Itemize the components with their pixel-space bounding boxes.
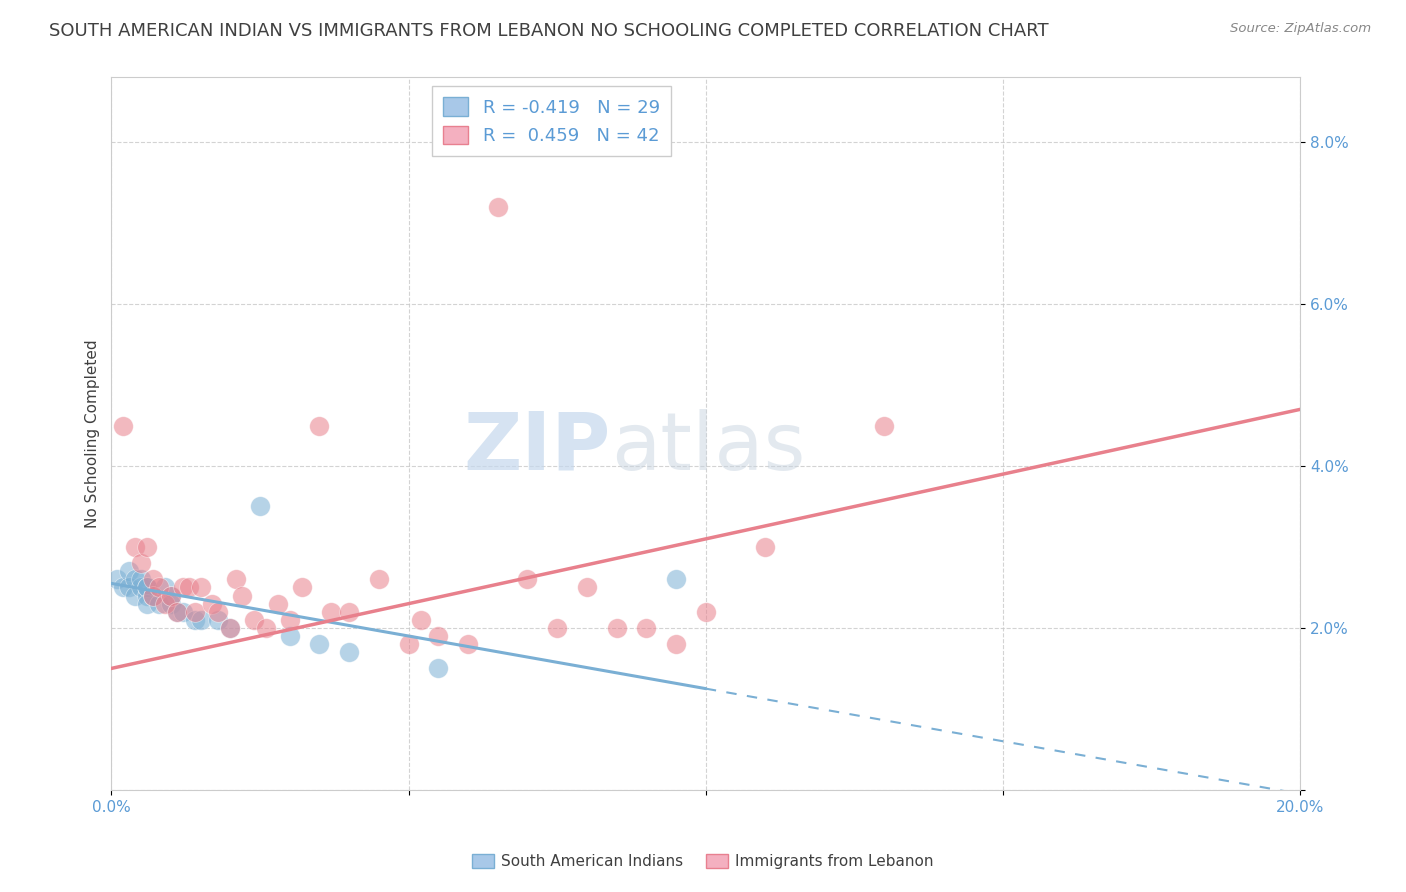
- Point: [873, 418, 896, 433]
- Point: [231, 589, 253, 603]
- Point: [486, 200, 509, 214]
- Point: [665, 637, 688, 651]
- Point: [183, 605, 205, 619]
- Point: [148, 597, 170, 611]
- Point: [457, 637, 479, 651]
- Point: [112, 418, 135, 433]
- Point: [308, 637, 330, 651]
- Text: ZIP: ZIP: [464, 409, 610, 487]
- Point: [136, 540, 159, 554]
- Point: [207, 613, 229, 627]
- Point: [321, 605, 343, 619]
- Point: [136, 589, 159, 603]
- Point: [278, 613, 301, 627]
- Point: [243, 613, 266, 627]
- Point: [105, 573, 128, 587]
- Point: [142, 589, 165, 603]
- Point: [409, 613, 432, 627]
- Point: [219, 621, 242, 635]
- Point: [118, 564, 141, 578]
- Point: [695, 605, 717, 619]
- Point: [124, 540, 146, 554]
- Point: [754, 540, 776, 554]
- Point: [207, 605, 229, 619]
- Point: [136, 581, 159, 595]
- Point: [278, 629, 301, 643]
- Point: [118, 581, 141, 595]
- Point: [160, 589, 183, 603]
- Point: [427, 629, 450, 643]
- Point: [665, 573, 688, 587]
- Point: [177, 581, 200, 595]
- Point: [516, 573, 538, 587]
- Point: [190, 581, 212, 595]
- Point: [112, 581, 135, 595]
- Point: [172, 605, 194, 619]
- Point: [636, 621, 658, 635]
- Point: [148, 581, 170, 595]
- Point: [129, 556, 152, 570]
- Point: [190, 613, 212, 627]
- Point: [160, 597, 183, 611]
- Point: [308, 418, 330, 433]
- Point: [160, 589, 183, 603]
- Point: [129, 581, 152, 595]
- Point: [124, 573, 146, 587]
- Point: [427, 661, 450, 675]
- Point: [249, 500, 271, 514]
- Point: [201, 597, 224, 611]
- Point: [136, 597, 159, 611]
- Point: [291, 581, 314, 595]
- Point: [367, 573, 389, 587]
- Legend: South American Indians, Immigrants from Lebanon: South American Indians, Immigrants from …: [467, 848, 939, 875]
- Point: [172, 581, 194, 595]
- Text: SOUTH AMERICAN INDIAN VS IMMIGRANTS FROM LEBANON NO SCHOOLING COMPLETED CORRELAT: SOUTH AMERICAN INDIAN VS IMMIGRANTS FROM…: [49, 22, 1049, 40]
- Text: atlas: atlas: [610, 409, 806, 487]
- Point: [575, 581, 598, 595]
- Point: [225, 573, 247, 587]
- Point: [129, 573, 152, 587]
- Legend: R = -0.419   N = 29, R =  0.459   N = 42: R = -0.419 N = 29, R = 0.459 N = 42: [432, 87, 671, 156]
- Point: [166, 605, 188, 619]
- Point: [398, 637, 420, 651]
- Point: [219, 621, 242, 635]
- Point: [136, 581, 159, 595]
- Y-axis label: No Schooling Completed: No Schooling Completed: [86, 339, 100, 528]
- Point: [124, 589, 146, 603]
- Point: [337, 645, 360, 659]
- Point: [606, 621, 628, 635]
- Point: [153, 597, 176, 611]
- Point: [337, 605, 360, 619]
- Point: [254, 621, 277, 635]
- Point: [546, 621, 568, 635]
- Point: [267, 597, 290, 611]
- Point: [142, 589, 165, 603]
- Point: [153, 581, 176, 595]
- Point: [166, 605, 188, 619]
- Point: [142, 573, 165, 587]
- Text: Source: ZipAtlas.com: Source: ZipAtlas.com: [1230, 22, 1371, 36]
- Point: [183, 613, 205, 627]
